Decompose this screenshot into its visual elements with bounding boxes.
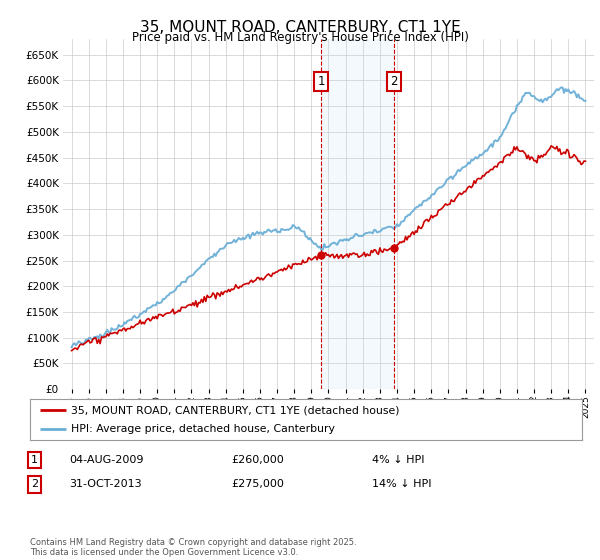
Text: 35, MOUNT ROAD, CANTERBURY, CT1 1YE (detached house): 35, MOUNT ROAD, CANTERBURY, CT1 1YE (det… (71, 405, 400, 415)
Text: 1: 1 (317, 75, 325, 88)
Text: 31-OCT-2013: 31-OCT-2013 (69, 479, 142, 489)
Text: £260,000: £260,000 (231, 455, 284, 465)
Text: 04-AUG-2009: 04-AUG-2009 (69, 455, 143, 465)
Text: 35, MOUNT ROAD, CANTERBURY, CT1 1YE: 35, MOUNT ROAD, CANTERBURY, CT1 1YE (140, 20, 460, 35)
Text: 14% ↓ HPI: 14% ↓ HPI (372, 479, 431, 489)
Text: Price paid vs. HM Land Registry's House Price Index (HPI): Price paid vs. HM Land Registry's House … (131, 31, 469, 44)
Text: 4% ↓ HPI: 4% ↓ HPI (372, 455, 425, 465)
Text: Contains HM Land Registry data © Crown copyright and database right 2025.
This d: Contains HM Land Registry data © Crown c… (30, 538, 356, 557)
Text: 1: 1 (31, 455, 38, 465)
Bar (322, 39, 394, 389)
Text: 2: 2 (31, 479, 38, 489)
Text: 2: 2 (391, 75, 398, 88)
Text: £275,000: £275,000 (231, 479, 284, 489)
Text: HPI: Average price, detached house, Canterbury: HPI: Average price, detached house, Cant… (71, 424, 335, 433)
